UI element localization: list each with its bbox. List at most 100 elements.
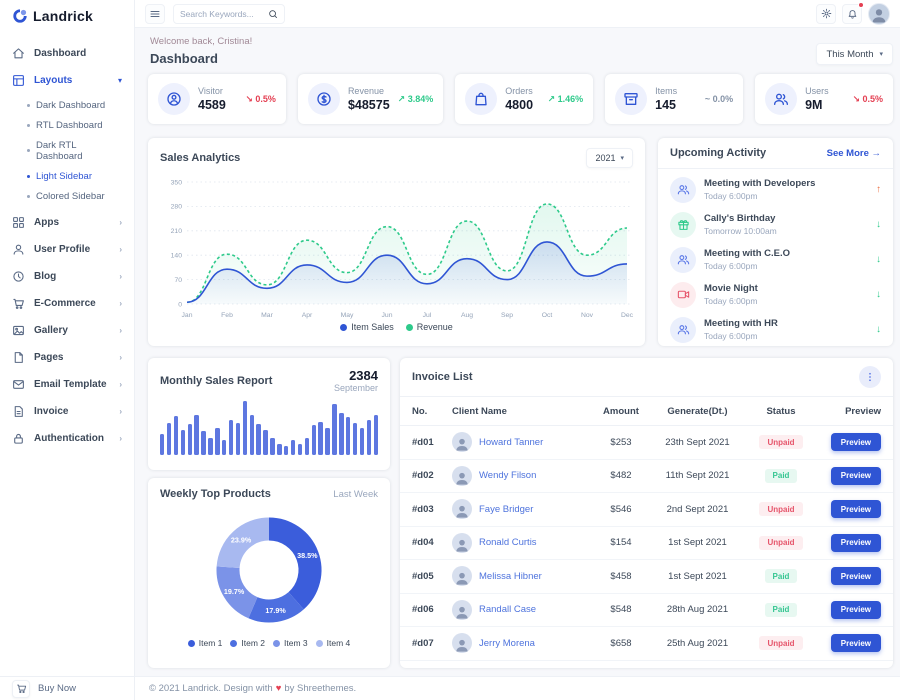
sales-bar [284, 446, 289, 455]
sales-bar [242, 401, 248, 455]
stat-card-users[interactable]: Users 9M ↘ 0.5% [755, 74, 894, 124]
preview-button[interactable]: Preview [830, 567, 881, 586]
client-avatar [452, 465, 472, 486]
sales-bar [352, 422, 358, 455]
lock-icon [12, 432, 25, 445]
stat-card-revenue[interactable]: Revenue $48575 ↗ 3.84% [297, 74, 444, 124]
client-name-link[interactable]: Randall Case [479, 604, 537, 616]
sales-bar [346, 417, 351, 455]
year-selector[interactable]: 2021 ▾ [586, 148, 633, 168]
activity-item-cally-s-birthday[interactable]: Cally's Birthday Tomorrow 10:00am ↓ [670, 207, 881, 242]
weekly-products-donut: 38.5% 17.9% 19.7% 23.9% [216, 517, 322, 623]
avatar-person-icon [870, 6, 888, 24]
sidebar-subitem-light-sidebar[interactable]: Light Sidebar [0, 166, 134, 186]
svg-text:Oct: Oct [542, 312, 553, 319]
sidebar-item-dashboard[interactable]: Dashboard [0, 40, 134, 67]
brand-logo[interactable]: Landrick [0, 0, 134, 30]
see-more-link[interactable]: See More → [826, 147, 881, 159]
status-cell: Unpaid [745, 502, 817, 517]
sales-bar [187, 423, 192, 455]
sales-bar [311, 424, 316, 455]
client-name-link[interactable]: Ronald Curtis [479, 537, 537, 549]
search-input[interactable] [180, 8, 264, 19]
client-name-link[interactable]: Faye Bridger [479, 503, 534, 515]
client-name-link[interactable]: Melissa Hibner [479, 570, 542, 582]
period-selector[interactable]: This Month ▾ [816, 43, 893, 65]
client-name-link[interactable]: Jerry Morena [479, 637, 535, 649]
sidebar-subitem-colored-sidebar[interactable]: Colored Sidebar [0, 186, 134, 206]
sidebar-item-layouts[interactable]: Layouts ▾ [0, 67, 134, 94]
sidebar-subitem-dark-dashboard[interactable]: Dark Dashboard [0, 95, 134, 115]
bullet-dot [27, 194, 30, 198]
client-name-link[interactable]: Wendy Filson [479, 470, 537, 482]
bullet-dot [27, 103, 30, 107]
invoice-amount: $548 [610, 604, 632, 616]
invoice-options-button[interactable] [859, 366, 881, 388]
donut-legend: Item 1 Item 2 Item 3 Item 4 [148, 638, 390, 648]
preview-button[interactable]: Preview [830, 466, 881, 485]
invoice-row-d02: #d02 Wendy Filson $482 11th Sept 2021 Paid Pr… [400, 460, 893, 493]
sidebar-item-email-template[interactable]: Email Template › [0, 371, 134, 398]
sales-chart-legend: Item Sales Revenue [148, 322, 645, 332]
legend-label: Item 1 [198, 638, 223, 648]
sidebar-subitem-label: Colored Sidebar [36, 190, 105, 202]
weekly-products-card: Weekly Top Products Last Week 38.5% 17.9%… [148, 478, 390, 668]
svg-text:210: 210 [171, 228, 183, 235]
activity-item-meeting-with-c-e-o[interactable]: Meeting with C.E.O Today 6:00pm ↓ [670, 242, 881, 277]
activity-item-movie-night[interactable]: Movie Night Today 6:00pm ↓ [670, 277, 881, 312]
preview-button[interactable]: Preview [830, 600, 881, 619]
stat-card-items[interactable]: Items 145 ~ 0.0% [605, 74, 744, 124]
sidebar-subitem-rtl-dashboard[interactable]: RTL Dashboard [0, 115, 134, 135]
sidebar-item-apps[interactable]: Apps › [0, 209, 134, 236]
legend-item-revenue: Revenue [405, 322, 453, 332]
image-icon [12, 324, 25, 337]
bell-icon [847, 8, 858, 19]
sales-bar [215, 428, 220, 455]
search-box[interactable] [173, 3, 285, 24]
sales-bar [339, 412, 344, 455]
sidebar-subitem-dark-rtl-dashboard[interactable]: Dark RTL Dashboard [0, 135, 134, 166]
sidebar-item-user-profile[interactable]: User Profile › [0, 236, 134, 263]
donut-legend-item-item-4: Item 4 [315, 638, 350, 648]
invoice-amount: $253 [610, 436, 632, 448]
sidebar-item-pages[interactable]: Pages › [0, 344, 134, 371]
activity-item-meeting-with-hr[interactable]: Meeting with HR Today 6:00pm ↓ [670, 312, 881, 346]
sidebar-item-blog[interactable]: Blog › [0, 263, 134, 290]
sidebar-item-invoice[interactable]: Invoice › [0, 398, 134, 425]
settings-button[interactable] [816, 3, 836, 24]
sidebar-item-gallery[interactable]: Gallery › [0, 317, 134, 344]
sales-bar [277, 444, 282, 455]
preview-button[interactable]: Preview [830, 433, 881, 452]
preview-button[interactable]: Preview [830, 533, 881, 552]
client-avatar [452, 566, 472, 587]
sidebar-item-authentication[interactable]: Authentication › [0, 425, 134, 452]
preview-button[interactable]: Preview [830, 634, 881, 653]
svg-text:140: 140 [171, 253, 183, 260]
legend-dot [340, 323, 348, 331]
svg-text:0: 0 [178, 301, 182, 308]
home-icon [12, 47, 25, 60]
invoice-number: #d07 [412, 637, 434, 649]
preview-button[interactable]: Preview [830, 500, 881, 519]
sidebar-toggle-button[interactable] [145, 3, 165, 24]
column-header-preview: Preview [845, 405, 881, 417]
buy-now[interactable]: Buy Now [0, 676, 134, 700]
client-cell: Jerry Morena [452, 633, 592, 654]
client-name-link[interactable]: Howard Tanner [479, 436, 544, 448]
user-avatar[interactable] [868, 2, 890, 25]
sales-bar [290, 439, 296, 455]
sidebar-item-label: Gallery [34, 325, 68, 336]
sidebar-item-label: Dashboard [34, 48, 87, 59]
sidebar-item-e-commerce[interactable]: E-Commerce › [0, 290, 134, 317]
stat-value: $48575 [347, 98, 390, 112]
activity-title: Meeting with Developers [704, 178, 816, 189]
notifications-button[interactable] [842, 1, 864, 24]
stat-card-visitor[interactable]: Visitor 4589 ↘ 0.5% [148, 74, 286, 124]
svg-text:Sep: Sep [501, 312, 513, 319]
svg-text:Jun: Jun [382, 312, 393, 319]
activity-title: Movie Night [704, 283, 758, 294]
sidebar-item-label: Layouts [34, 75, 73, 86]
chevron-right-icon: › [119, 352, 122, 362]
stat-card-orders[interactable]: Orders 4800 ↗ 1.46% [455, 74, 594, 124]
activity-item-meeting-with-developers[interactable]: Meeting with Developers Today 6:00pm ↑ [670, 172, 881, 207]
